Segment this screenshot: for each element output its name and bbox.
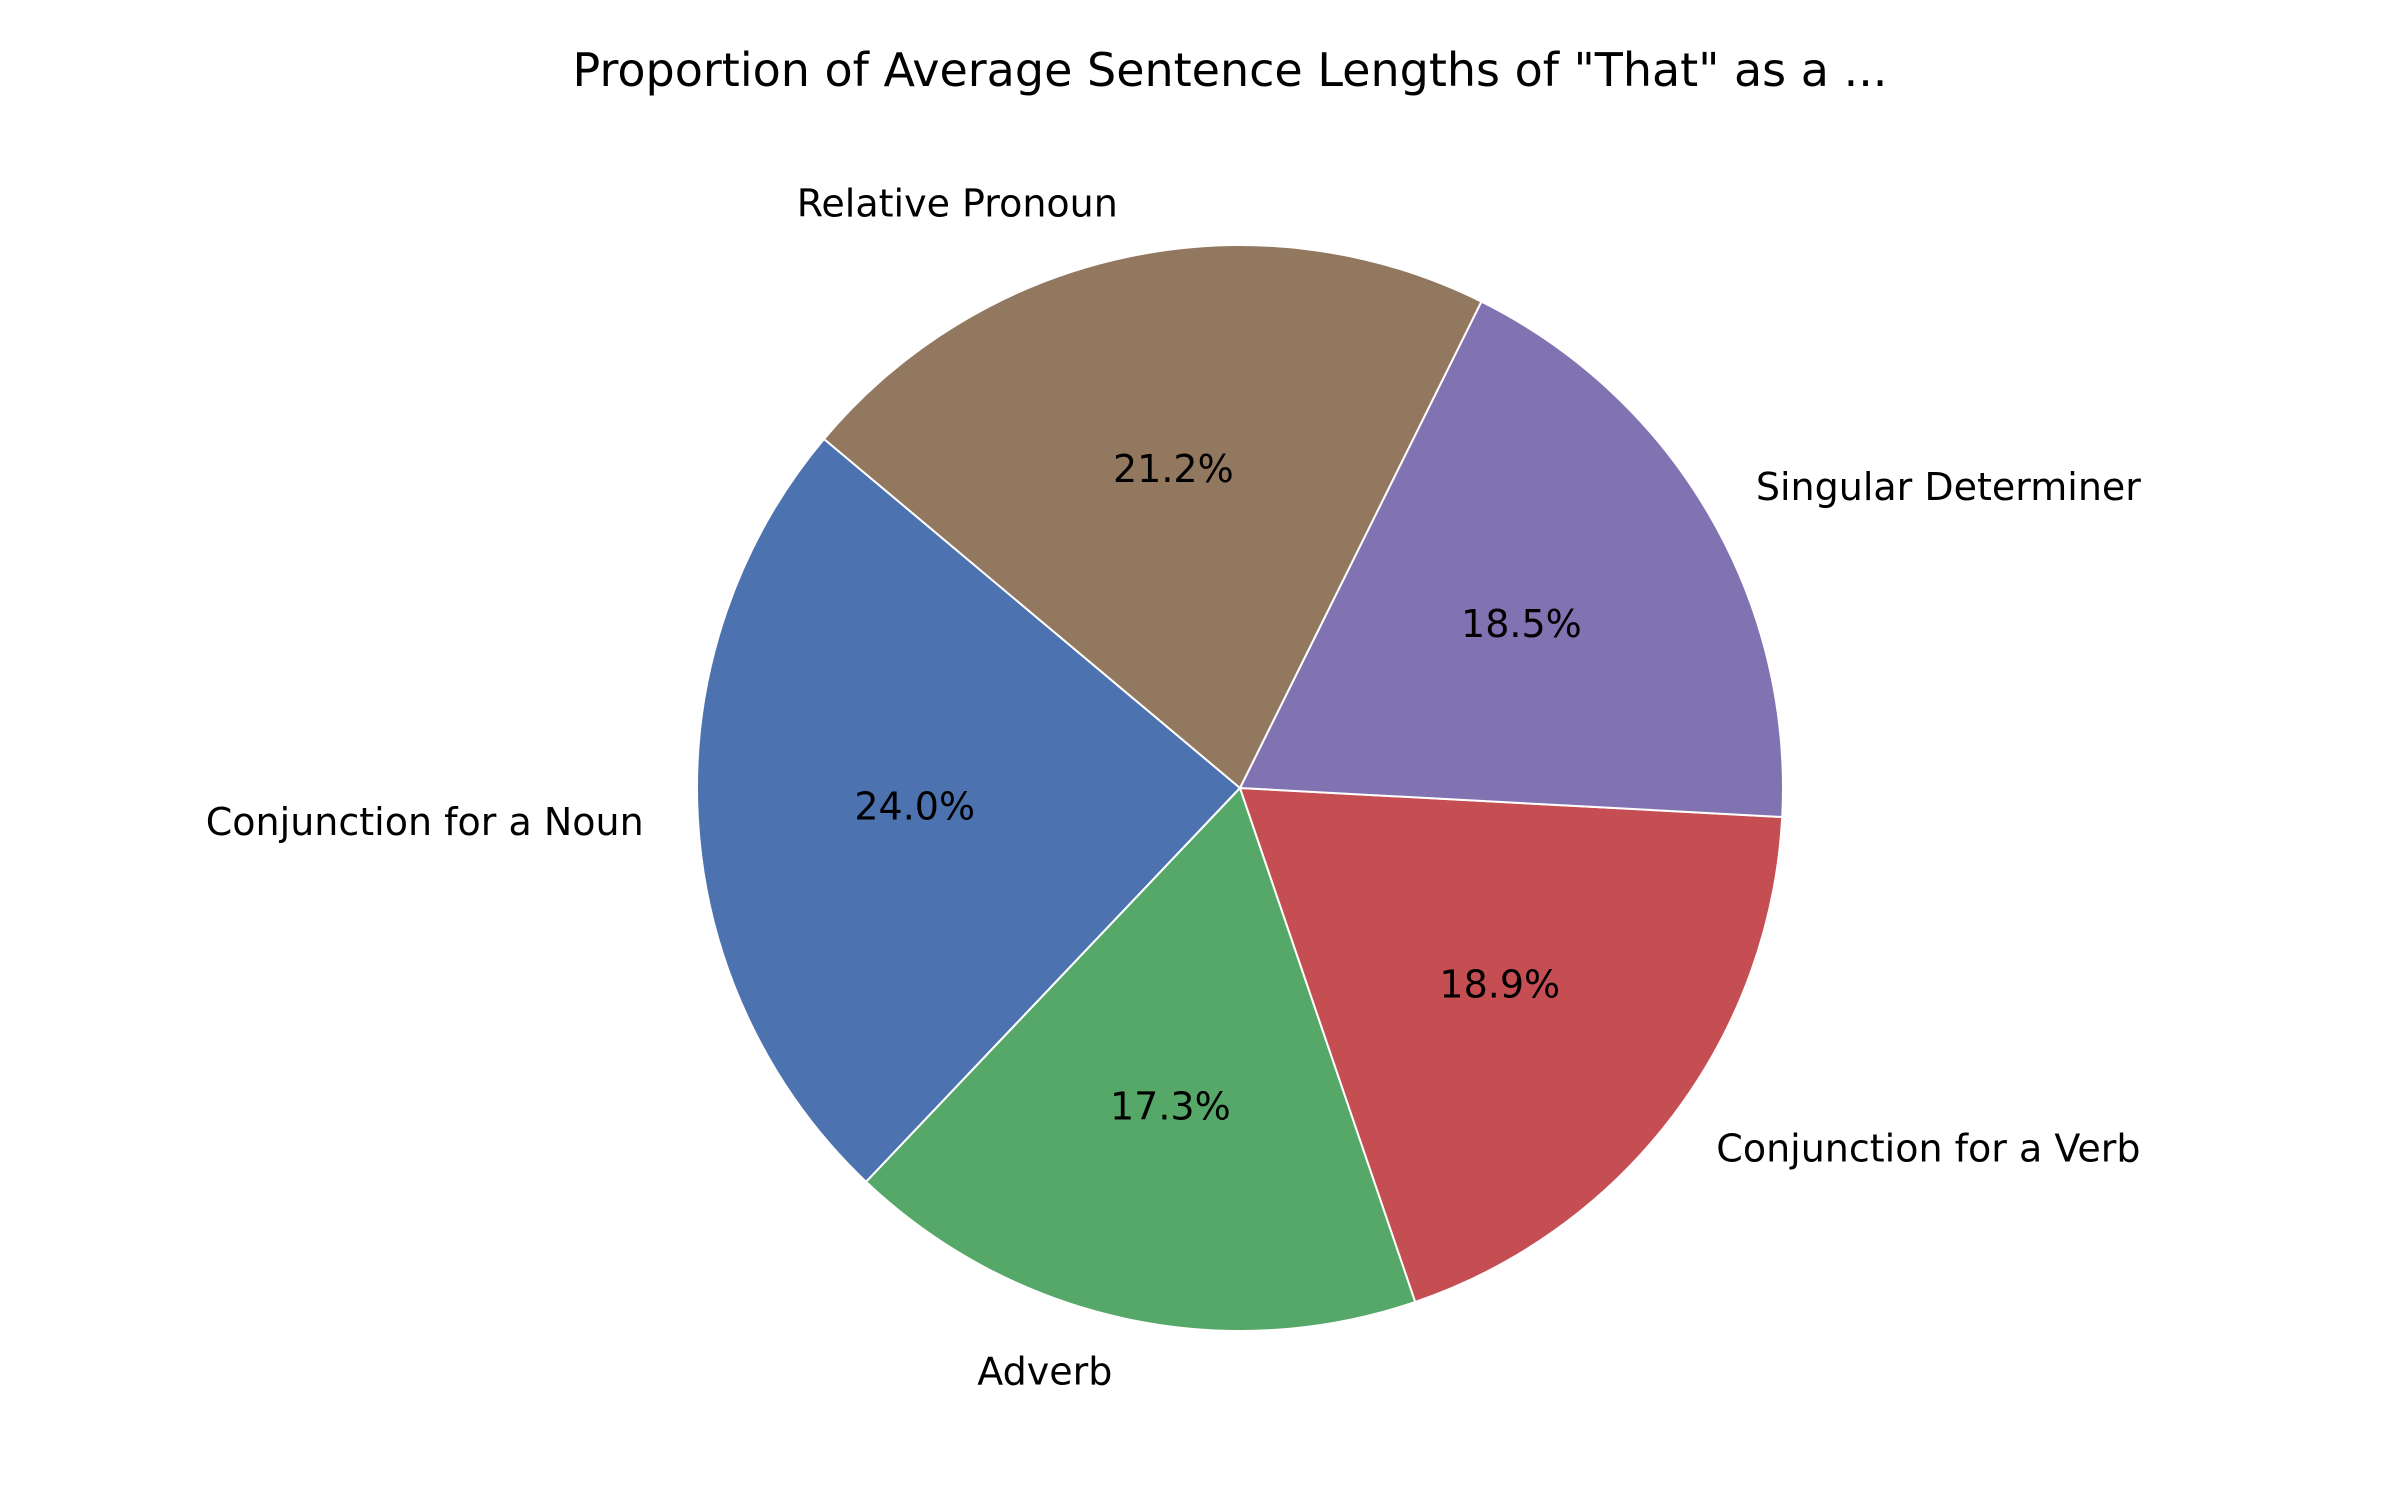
- pie-slice-conjunction-for-a-verb: [1239, 787, 1784, 1303]
- pie-slices: [696, 244, 1784, 1332]
- pie-slice-conjunction-for-a-noun: [696, 437, 1241, 1183]
- pct-label-adverb: 17.3%: [1110, 1084, 1231, 1128]
- slice-label-relative-pronoun: Relative Pronoun: [797, 181, 1118, 225]
- slice-label-conjunction-for-a-verb: Conjunction for a Verb: [1716, 1126, 2140, 1170]
- slice-label-singular-determiner: Singular Determiner: [1756, 465, 2141, 509]
- pie-slice-singular-determiner: [1239, 300, 1784, 819]
- percentage-labels: 24.0% 17.3% 18.9% 18.5% 21.2%: [854, 447, 1581, 1128]
- pct-label-singular-determiner: 18.5%: [1461, 602, 1582, 646]
- pie-slice-relative-pronoun: [823, 244, 1483, 789]
- pie-slice-adverb: [865, 787, 1417, 1332]
- pct-label-conjunction-for-a-noun: 24.0%: [854, 784, 975, 828]
- slice-label-adverb: Adverb: [977, 1350, 1112, 1394]
- chart-title: Proportion of Average Sentence Lengths o…: [573, 43, 1888, 97]
- slice-labels: Conjunction for a Noun Adverb Conjunction …: [206, 181, 2142, 1393]
- slice-label-conjunction-for-a-noun: Conjunction for a Noun: [206, 800, 644, 844]
- pct-label-relative-pronoun: 21.2%: [1113, 447, 1234, 491]
- pct-label-conjunction-for-a-verb: 18.9%: [1439, 963, 1560, 1007]
